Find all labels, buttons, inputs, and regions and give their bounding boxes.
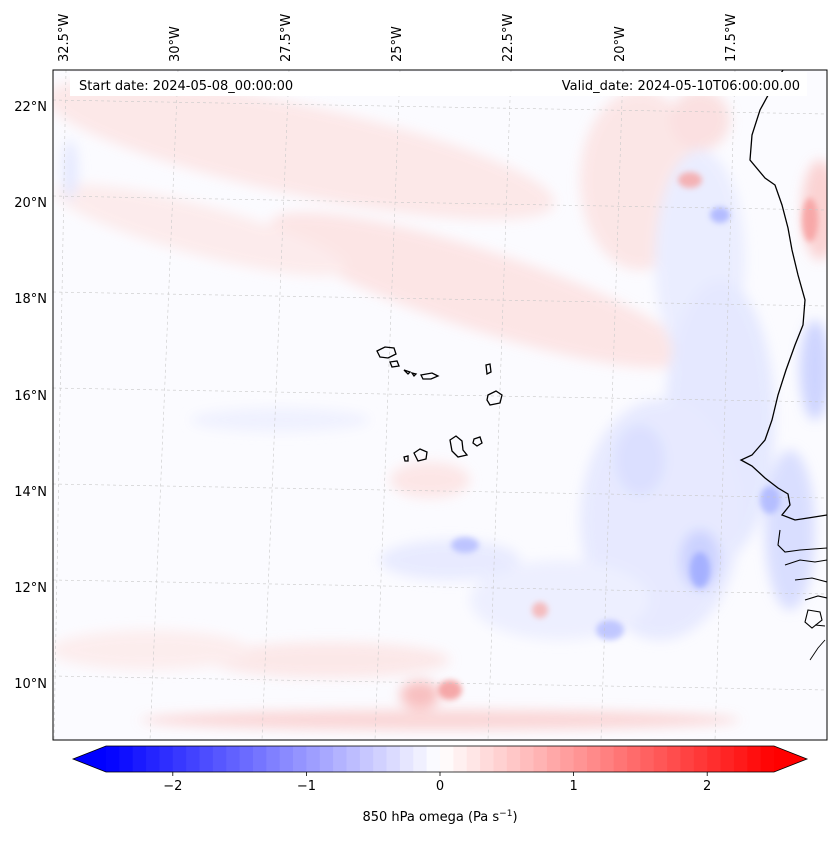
- colorbar-bin: [480, 746, 494, 772]
- colorbar-bin: [266, 746, 281, 772]
- colorbar-tick-label: 1: [569, 779, 577, 794]
- colorbar-bin: [399, 746, 414, 772]
- colorbar-bin: [733, 746, 748, 772]
- colorbar-tick-label: 2: [703, 779, 711, 794]
- colorbar-bin: [560, 746, 575, 772]
- colorbar-bin: [747, 746, 762, 772]
- colorbar-extend-high: [774, 746, 807, 772]
- colorbar-bin: [413, 746, 428, 772]
- colorbar-bin: [453, 746, 468, 772]
- island-santa-luzia: [403, 369, 412, 375]
- lat-label: 10°N: [14, 677, 47, 692]
- colorbar-bin: [640, 746, 655, 772]
- lon-label: 22.5°W: [501, 14, 516, 62]
- colorbar-bin: [106, 746, 120, 772]
- colorbar-bin: [333, 746, 347, 772]
- lat-label: 18°N: [14, 292, 47, 307]
- colorbar-bin: [707, 746, 722, 772]
- colorbar-label: 850 hPa omega (Pa s−1): [362, 809, 517, 825]
- colorbar-bin: [119, 746, 134, 772]
- colorbar-bin: [293, 746, 307, 772]
- coastline: [739, 70, 827, 661]
- colorbar-tick-label: 0: [436, 779, 444, 794]
- lon-label: 20°W: [613, 26, 628, 62]
- island-boa-vista: [486, 390, 503, 406]
- colorbar-bin: [132, 746, 147, 772]
- colorbar-ticks: −2 −1 0 1 2: [163, 772, 711, 794]
- colorbar-bin: [172, 746, 187, 772]
- colorbar-bin: [720, 746, 735, 772]
- lon-label: 32.5°W: [57, 14, 72, 62]
- lat-label: 16°N: [14, 389, 47, 404]
- lon-label: 17.5°W: [724, 14, 739, 62]
- latitude-labels: 22°N 20°N 18°N 16°N 14°N 12°N 10°N: [14, 100, 47, 692]
- colorbar-bin: [440, 746, 454, 772]
- island-fogo: [413, 448, 428, 462]
- omega-field: [53, 80, 827, 730]
- colorbar-extend-low: [73, 746, 106, 772]
- start-date-label: Start date: 2024-05-08_00:00:00: [79, 79, 293, 94]
- colorbar-bin: [586, 746, 601, 772]
- colorbar-bin: [346, 746, 361, 772]
- cape-verde-islands: [376, 346, 503, 462]
- map-frame: [52, 69, 828, 741]
- colorbar-bin: [146, 746, 160, 772]
- colorbar-bin: [426, 746, 441, 772]
- colorbar-bin: [506, 746, 521, 772]
- colorbar-bin: [613, 746, 628, 772]
- colorbar-bin: [760, 746, 775, 772]
- colorbar-bin: [373, 746, 388, 772]
- island-brava: [403, 455, 409, 462]
- date-strip: [70, 72, 807, 96]
- colorbar-bin: [252, 746, 267, 772]
- colorbar-bin: [239, 746, 254, 772]
- island-santo-antao: [376, 346, 397, 359]
- graticule: [53, 70, 827, 740]
- colorbar-bin: [600, 746, 615, 772]
- colorbar-bin: [533, 746, 548, 772]
- colorbar-bin: [319, 746, 334, 772]
- colorbar-bin: [212, 746, 227, 772]
- longitude-labels: 32.5°W 30°W 27.5°W 25°W 22.5°W 20°W 17.5…: [57, 14, 739, 62]
- colorbar-bin: [359, 746, 374, 772]
- lat-label: 20°N: [14, 196, 47, 211]
- island-sao-vicente: [389, 360, 400, 368]
- lon-label: 27.5°W: [279, 14, 294, 62]
- colorbar-bin: [627, 746, 641, 772]
- colorbar-tick-label: −1: [297, 779, 316, 794]
- colorbar: −2 −1 0 1 2 850 hPa omega (Pa s−1): [71, 745, 809, 825]
- colorbar-bin: [546, 746, 561, 772]
- colorbar-bin: [466, 746, 481, 772]
- colorbar-outline: [71, 745, 809, 773]
- lat-label: 12°N: [14, 581, 47, 596]
- lat-label: 14°N: [14, 485, 47, 500]
- colorbar-bin: [199, 746, 214, 772]
- lat-label: 22°N: [14, 100, 47, 115]
- colorbar-segments: [73, 746, 807, 772]
- colorbar-bin: [306, 746, 321, 772]
- island-sal: [485, 363, 492, 375]
- colorbar-bin: [653, 746, 668, 772]
- island-maio: [472, 436, 483, 447]
- island-sao-nicolau: [420, 372, 440, 380]
- colorbar-bin: [573, 746, 588, 772]
- lon-label: 25°W: [390, 26, 405, 62]
- lon-label: 30°W: [168, 26, 183, 62]
- colorbar-bin: [693, 746, 708, 772]
- colorbar-bin: [667, 746, 681, 772]
- colorbar-bin: [186, 746, 201, 772]
- colorbar-bin: [159, 746, 174, 772]
- colorbar-tick-label: −2: [163, 779, 182, 794]
- colorbar-bin: [279, 746, 294, 772]
- island-santiago: [449, 435, 469, 458]
- colorbar-bin: [226, 746, 241, 772]
- colorbar-bin: [493, 746, 508, 772]
- colorbar-bin: [680, 746, 695, 772]
- colorbar-bin: [386, 746, 401, 772]
- valid-date-label: Valid_date: 2024-05-10T06:00:00.00: [562, 79, 800, 94]
- map-panel: Start date: 2024-05-08_00:00:00 Valid_da…: [52, 69, 828, 741]
- colorbar-bin: [520, 746, 535, 772]
